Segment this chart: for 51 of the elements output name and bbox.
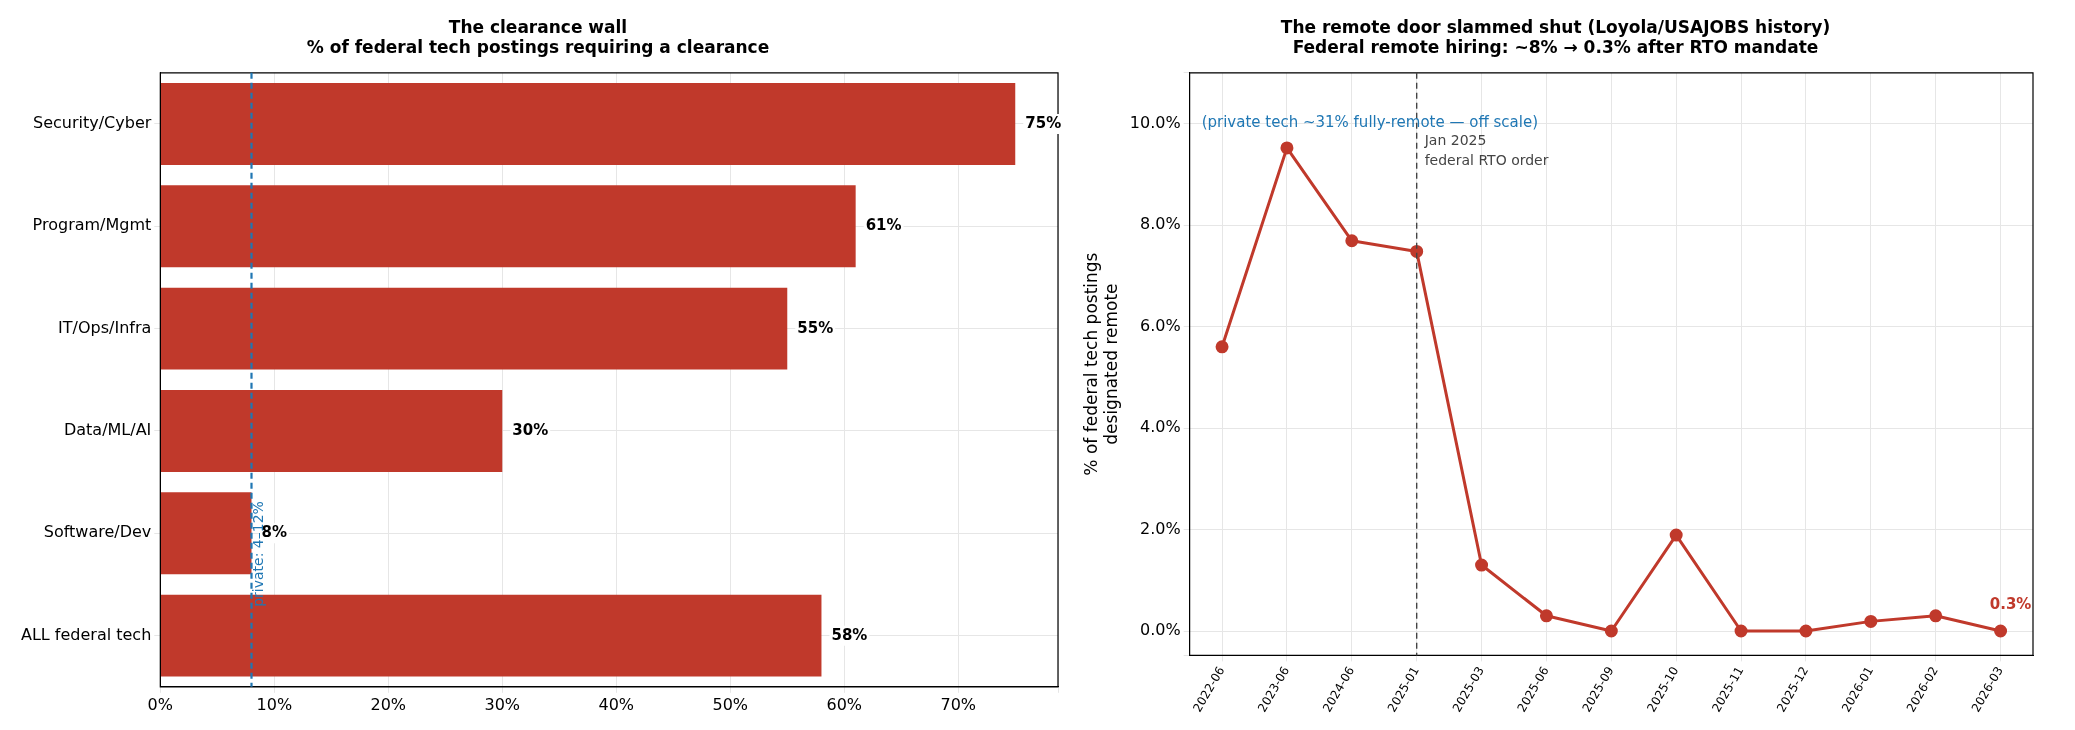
- x-tick-label: 20%: [370, 694, 407, 714]
- y-tick-label: Data/ML/AI: [63, 420, 152, 440]
- data-label: 58%: [831, 625, 868, 644]
- point: [1669, 528, 1683, 542]
- annotation: (private tech ~31% fully-remote — off scale): [1201, 112, 1539, 131]
- y-tick-label: Software/Dev: [43, 522, 152, 542]
- ref-line-label: Jan 2025 federal RTO order: [1423, 132, 1549, 169]
- point: [1280, 141, 1294, 155]
- point: [1410, 244, 1424, 258]
- chart-title: The clearance wall: [448, 16, 628, 37]
- chart-title: The remote door slammed shut (Loyola/USAJOBS history): [1280, 16, 1831, 37]
- y-tick-label: IT/Ops/Infra: [58, 317, 152, 337]
- y-tick-label: Program/Mgmt: [32, 215, 152, 235]
- y-tick-label: 0.0%: [1139, 620, 1181, 640]
- y-tick-label: 6.0%: [1139, 315, 1181, 335]
- point: [1539, 609, 1553, 623]
- bar: [160, 287, 788, 370]
- x-tick-label: 60%: [826, 694, 863, 714]
- data-label: 30%: [512, 420, 549, 439]
- point: [1994, 624, 2008, 638]
- point: [1604, 624, 1618, 638]
- annotation: 0.3%: [1989, 595, 2032, 614]
- bar: [160, 185, 856, 268]
- y-tick-label: 4.0%: [1139, 417, 1181, 437]
- data-label: 75%: [1025, 113, 1062, 132]
- y-tick-label: Security/Cyber: [32, 113, 152, 133]
- x-tick-label: 50%: [712, 694, 749, 714]
- y-axis-title: % of federal tech postings designated remote: [1080, 252, 1122, 476]
- bar: [160, 83, 1016, 165]
- point: [1345, 234, 1359, 248]
- point: [1864, 614, 1878, 628]
- y-tick-label: 2.0%: [1139, 518, 1181, 538]
- x-tick-label: 0%: [147, 694, 173, 714]
- y-tick-label: ALL federal tech: [20, 624, 152, 644]
- point: [1215, 340, 1229, 354]
- chart-subtitle: % of federal tech postings requiring a clearance: [306, 37, 770, 58]
- chart-subtitle: Federal remote hiring: ~8% → 0.3% after RTO mandate: [1292, 37, 1819, 58]
- y-tick-label: 10.0%: [1129, 112, 1181, 132]
- point: [1799, 624, 1813, 638]
- x-tick-label: 70%: [940, 694, 977, 714]
- y-tick-label: 8.0%: [1139, 214, 1181, 234]
- data-label: 55%: [797, 318, 834, 337]
- x-tick-label: 10%: [256, 694, 293, 714]
- bar: [160, 492, 252, 575]
- bar: [160, 390, 503, 472]
- point: [1734, 624, 1748, 638]
- point: [1475, 558, 1489, 572]
- data-label: 61%: [865, 216, 902, 235]
- x-tick-label: 30%: [484, 694, 521, 714]
- point: [1929, 609, 1943, 623]
- x-tick-label: 40%: [598, 694, 635, 714]
